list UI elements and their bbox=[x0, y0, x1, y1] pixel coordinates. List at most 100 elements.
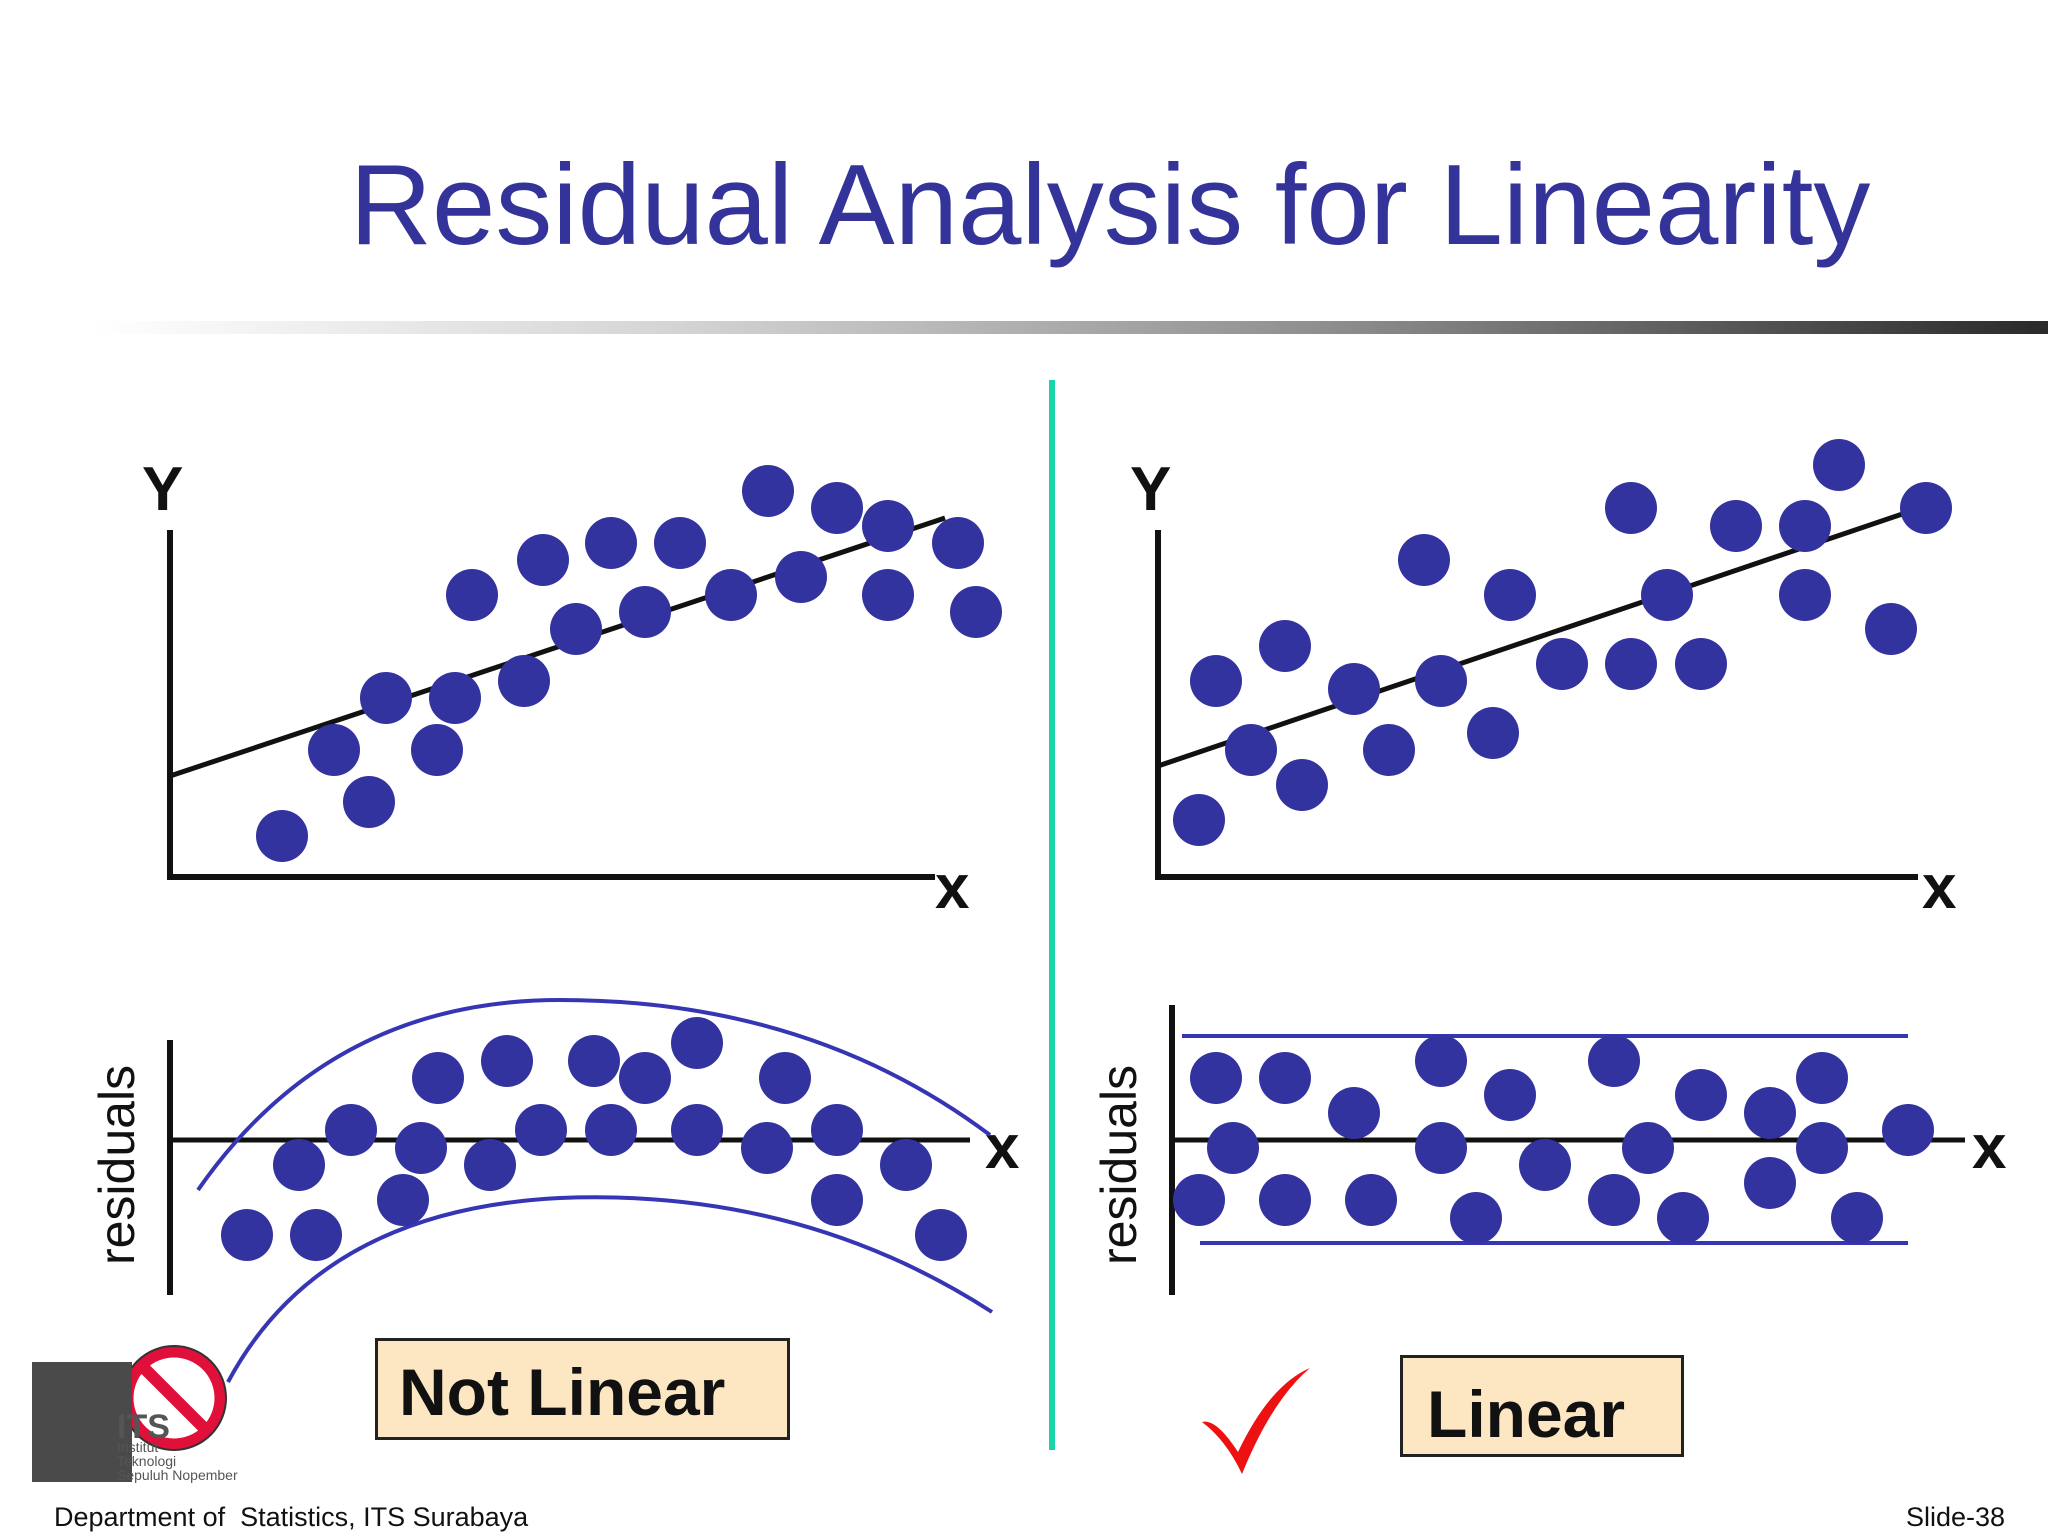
data-point bbox=[273, 1139, 325, 1191]
data-point bbox=[654, 517, 706, 569]
data-point bbox=[1605, 638, 1657, 690]
data-point bbox=[1207, 1122, 1259, 1174]
data-point bbox=[1259, 1052, 1311, 1104]
data-point bbox=[1605, 482, 1657, 534]
data-point bbox=[568, 1035, 620, 1087]
data-point bbox=[1363, 724, 1415, 776]
right-scatter-x-label: x bbox=[1922, 853, 1957, 922]
data-point bbox=[950, 586, 1002, 638]
data-point bbox=[1484, 1069, 1536, 1121]
its-logo-line3: Sepuluh Nopember bbox=[117, 1467, 238, 1483]
verdict-linear-box: Linear bbox=[1400, 1355, 1684, 1457]
left-residuals-panel: residuals x bbox=[89, 997, 1020, 1383]
left-scatter-y-label: Y bbox=[142, 455, 183, 524]
its-logo-line1: Institut bbox=[117, 1439, 159, 1455]
data-point bbox=[464, 1139, 516, 1191]
checkmark-icon bbox=[1202, 1368, 1310, 1474]
left-scatter-points bbox=[256, 465, 1002, 862]
data-point bbox=[221, 1209, 273, 1261]
data-point bbox=[1259, 620, 1311, 672]
data-point bbox=[811, 1104, 863, 1156]
data-point bbox=[550, 603, 602, 655]
data-point bbox=[343, 776, 395, 828]
data-point bbox=[377, 1174, 429, 1226]
title-rule bbox=[90, 321, 2048, 334]
data-point bbox=[1519, 1139, 1571, 1191]
data-point bbox=[671, 1104, 723, 1156]
data-point bbox=[1588, 1174, 1640, 1226]
its-logo-line2: Teknologi bbox=[117, 1453, 177, 1469]
data-point bbox=[517, 534, 569, 586]
data-point bbox=[1622, 1122, 1674, 1174]
data-point bbox=[1675, 1069, 1727, 1121]
data-point bbox=[1744, 1157, 1796, 1209]
data-point bbox=[412, 1052, 464, 1104]
data-point bbox=[1657, 1192, 1709, 1244]
data-point bbox=[915, 1209, 967, 1261]
data-point bbox=[481, 1035, 533, 1087]
left-lower-band-curve bbox=[226, 1195, 994, 1383]
verdict-not-linear-box: Not Linear bbox=[375, 1338, 790, 1440]
data-point bbox=[1744, 1087, 1796, 1139]
left-residuals-y-label: residuals bbox=[89, 1065, 145, 1265]
data-point bbox=[1190, 655, 1242, 707]
right-scatter-points bbox=[1173, 439, 1952, 846]
slide-title: Residual Analysis for Linearity bbox=[349, 142, 1871, 269]
data-point bbox=[862, 569, 914, 621]
data-point bbox=[1779, 569, 1831, 621]
data-point bbox=[619, 1052, 671, 1104]
data-point bbox=[1796, 1052, 1848, 1104]
data-point bbox=[515, 1104, 567, 1156]
right-residuals-x-label: x bbox=[1972, 1113, 2007, 1182]
data-point bbox=[862, 500, 914, 552]
data-point bbox=[585, 517, 637, 569]
data-point bbox=[325, 1104, 377, 1156]
data-point bbox=[1831, 1192, 1883, 1244]
data-point bbox=[1641, 569, 1693, 621]
data-point bbox=[1450, 1192, 1502, 1244]
right-scatter-y-label: Y bbox=[1130, 455, 1171, 524]
data-point bbox=[429, 672, 481, 724]
data-point bbox=[1173, 1174, 1225, 1226]
data-point bbox=[585, 1104, 637, 1156]
data-point bbox=[256, 810, 308, 862]
right-residuals-panel: residuals x bbox=[1091, 1005, 2007, 1295]
data-point bbox=[1796, 1122, 1848, 1174]
data-point bbox=[1328, 663, 1380, 715]
data-point bbox=[705, 569, 757, 621]
data-point bbox=[1190, 1052, 1242, 1104]
data-point bbox=[1398, 534, 1450, 586]
data-point bbox=[1415, 655, 1467, 707]
data-point bbox=[498, 655, 550, 707]
data-point bbox=[395, 1122, 447, 1174]
data-point bbox=[446, 569, 498, 621]
footer-slide-number: Slide-38 bbox=[1905, 1502, 2005, 1532]
data-point bbox=[1173, 794, 1225, 846]
left-residuals-x-label: x bbox=[985, 1113, 1020, 1182]
data-point bbox=[759, 1052, 811, 1104]
data-point bbox=[1225, 724, 1277, 776]
data-point bbox=[742, 465, 794, 517]
data-point bbox=[1813, 439, 1865, 491]
data-point bbox=[741, 1122, 793, 1174]
data-point bbox=[932, 517, 984, 569]
right-fit-line bbox=[1157, 505, 1921, 769]
footer-department: Department of Statistics, ITS Surabaya bbox=[54, 1502, 529, 1532]
its-logo-emblem bbox=[32, 1362, 132, 1482]
data-point bbox=[1588, 1035, 1640, 1087]
left-scatter-panel: Y x bbox=[142, 455, 1002, 922]
data-point bbox=[880, 1139, 932, 1191]
data-point bbox=[1865, 603, 1917, 655]
data-point bbox=[1484, 569, 1536, 621]
data-point bbox=[1710, 500, 1762, 552]
data-point bbox=[1259, 1174, 1311, 1226]
right-residuals-y-label: residuals bbox=[1091, 1065, 1147, 1265]
data-point bbox=[811, 1174, 863, 1226]
right-scatter-panel: Y x bbox=[1130, 439, 1957, 922]
data-point bbox=[1900, 482, 1952, 534]
data-point bbox=[411, 724, 463, 776]
data-point bbox=[1415, 1035, 1467, 1087]
data-point bbox=[1675, 638, 1727, 690]
data-point bbox=[1536, 638, 1588, 690]
its-logo-abbr: ITS bbox=[117, 1408, 170, 1446]
